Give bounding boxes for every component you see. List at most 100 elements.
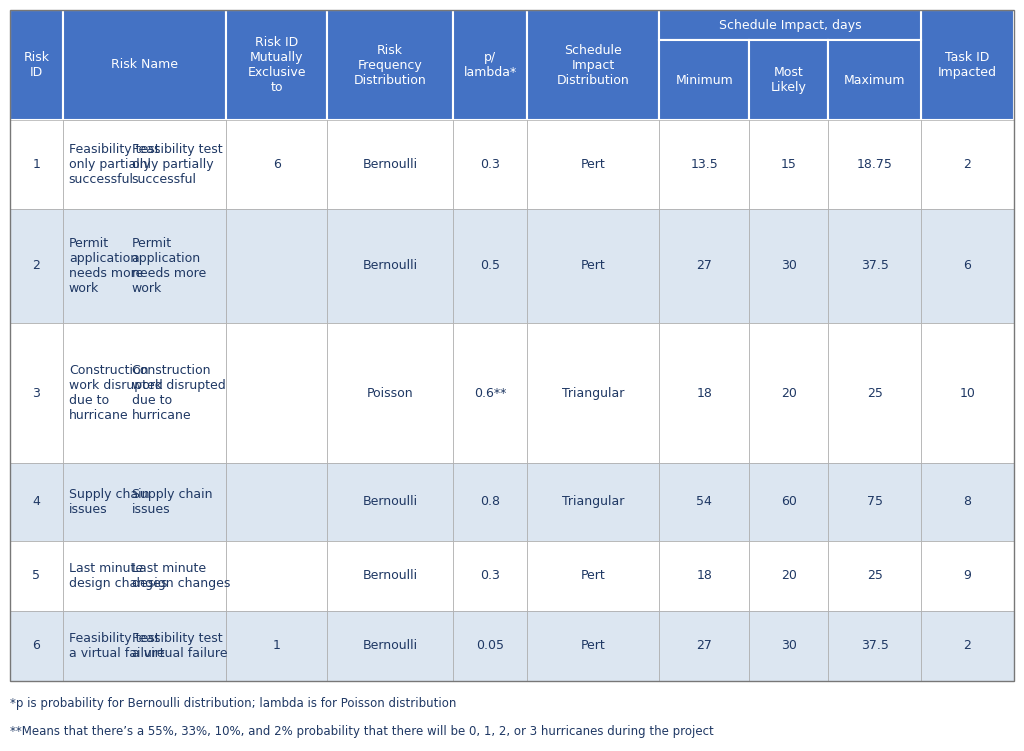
Text: 54: 54 xyxy=(696,496,712,508)
Text: Construction
work disrupted
due to
hurricane: Construction work disrupted due to hurri… xyxy=(131,364,225,422)
Bar xyxy=(527,323,659,463)
Bar xyxy=(327,611,454,681)
Bar xyxy=(62,209,226,323)
Bar xyxy=(828,40,922,120)
Bar xyxy=(62,541,226,611)
Text: Last minute
design changes: Last minute design changes xyxy=(69,562,167,590)
Text: Bernoulli: Bernoulli xyxy=(362,259,418,273)
Bar xyxy=(327,463,454,541)
Bar xyxy=(828,323,922,463)
Text: 27: 27 xyxy=(696,639,712,653)
Text: Bernoulli: Bernoulli xyxy=(362,639,418,653)
Bar xyxy=(659,40,749,120)
Text: Bernoulli: Bernoulli xyxy=(362,569,418,582)
Bar xyxy=(659,323,749,463)
Bar xyxy=(527,463,659,541)
Text: Risk Name: Risk Name xyxy=(112,59,178,71)
Text: 20: 20 xyxy=(780,569,797,582)
Bar xyxy=(659,10,922,40)
Bar xyxy=(226,541,327,611)
Bar xyxy=(327,10,454,120)
Bar xyxy=(10,463,62,541)
Text: 2: 2 xyxy=(33,259,40,273)
Bar xyxy=(327,120,454,209)
Bar xyxy=(659,463,749,541)
Bar xyxy=(327,323,454,463)
Text: 0.5: 0.5 xyxy=(480,259,501,273)
Bar xyxy=(10,10,1014,681)
Bar xyxy=(10,120,62,209)
Text: Pert: Pert xyxy=(581,259,605,273)
Text: 37.5: 37.5 xyxy=(861,259,889,273)
Bar xyxy=(527,209,659,323)
Bar xyxy=(62,611,226,681)
Text: **Means that there’s a 55%, 33%, 10%, and 2% probability that there will be 0, 1: **Means that there’s a 55%, 33%, 10%, an… xyxy=(10,725,714,738)
Text: Triangular: Triangular xyxy=(562,387,625,400)
Text: 3: 3 xyxy=(33,387,40,400)
Bar xyxy=(749,611,828,681)
Bar xyxy=(454,323,527,463)
Bar xyxy=(62,541,226,611)
Text: Triangular: Triangular xyxy=(562,496,625,508)
Text: Pert: Pert xyxy=(581,569,605,582)
Bar xyxy=(527,10,659,120)
Bar xyxy=(527,120,659,209)
Bar xyxy=(62,323,226,463)
Text: 6: 6 xyxy=(272,158,281,170)
Text: 18: 18 xyxy=(696,569,712,582)
Text: Feasibility test
a virtual failure: Feasibility test a virtual failure xyxy=(131,632,227,660)
Bar xyxy=(749,541,828,611)
Bar xyxy=(922,611,1014,681)
Bar xyxy=(828,463,922,541)
Bar xyxy=(828,120,922,209)
Text: 18: 18 xyxy=(696,387,712,400)
Bar xyxy=(527,611,659,681)
Bar xyxy=(10,611,62,681)
Text: Supply chain
issues: Supply chain issues xyxy=(131,488,212,516)
Bar xyxy=(226,10,327,120)
Bar xyxy=(226,120,327,209)
Text: 0.3: 0.3 xyxy=(480,569,501,582)
Text: 0.8: 0.8 xyxy=(480,496,501,508)
Bar xyxy=(327,209,454,323)
Text: Schedule Impact, days: Schedule Impact, days xyxy=(719,19,861,32)
Bar xyxy=(10,323,62,463)
Bar xyxy=(922,120,1014,209)
Text: 0.05: 0.05 xyxy=(476,639,505,653)
Text: 25: 25 xyxy=(866,387,883,400)
Text: Most
Likely: Most Likely xyxy=(771,66,807,94)
Text: Minimum: Minimum xyxy=(675,74,733,86)
Text: Permit
application
needs more
work: Permit application needs more work xyxy=(131,237,206,295)
Text: Risk
ID: Risk ID xyxy=(24,51,49,79)
Bar xyxy=(226,611,327,681)
Bar xyxy=(749,40,828,120)
Text: Schedule
Impact
Distribution: Schedule Impact Distribution xyxy=(557,44,630,86)
Bar xyxy=(922,323,1014,463)
Text: Poisson: Poisson xyxy=(367,387,414,400)
Bar xyxy=(10,10,62,120)
Bar xyxy=(62,463,226,541)
Bar xyxy=(828,611,922,681)
Bar xyxy=(828,209,922,323)
Text: Feasibility test
a virtual failure: Feasibility test a virtual failure xyxy=(69,632,164,660)
Text: *p is probability for Bernoulli distribution; lambda is for Poisson distribution: *p is probability for Bernoulli distribu… xyxy=(10,697,457,710)
Text: Risk
Frequency
Distribution: Risk Frequency Distribution xyxy=(353,44,426,86)
Text: 75: 75 xyxy=(866,496,883,508)
Bar xyxy=(62,120,226,209)
Text: p/
lambda*: p/ lambda* xyxy=(464,51,517,79)
Bar xyxy=(749,323,828,463)
Bar xyxy=(226,323,327,463)
Bar xyxy=(226,463,327,541)
Text: Maximum: Maximum xyxy=(844,74,905,86)
Text: 0.3: 0.3 xyxy=(480,158,501,170)
Bar xyxy=(454,541,527,611)
Text: Feasibility test
only partially
successful: Feasibility test only partially successf… xyxy=(69,143,160,185)
Text: 37.5: 37.5 xyxy=(861,639,889,653)
Bar xyxy=(828,541,922,611)
Bar xyxy=(62,463,226,541)
Text: Last minute
design changes: Last minute design changes xyxy=(131,562,230,590)
Bar xyxy=(659,120,749,209)
Bar xyxy=(922,10,1014,120)
Bar xyxy=(226,209,327,323)
Text: 27: 27 xyxy=(696,259,712,273)
